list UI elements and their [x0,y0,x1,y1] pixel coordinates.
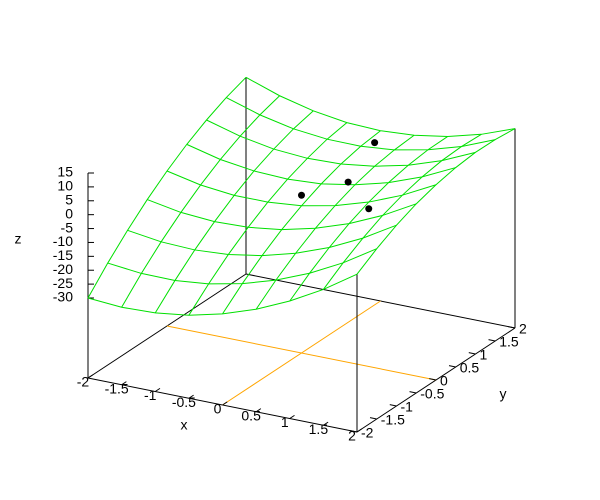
x-tick [255,408,262,413]
x-tick [289,414,295,419]
x-tick-label: 1 [281,414,289,430]
y-tick [508,326,516,329]
surface-line-y [356,128,516,275]
z-tick-label: -15 [53,247,73,263]
y-tick [448,365,456,368]
z-tick-label: 0 [65,205,73,221]
surface-line-y [322,133,482,290]
x-tick-label: -1 [144,387,157,403]
y-tick [350,430,358,433]
x-tick [87,374,94,379]
x-tick-label: 1.5 [309,421,329,437]
z-tick-label: 15 [57,164,73,180]
y-tick [409,391,417,394]
x-tick-label: -0.5 [172,394,196,410]
surface-line-x [245,76,516,137]
z-tick-label: -5 [61,219,74,235]
y-tick-label: 0 [440,373,448,389]
x-tick-label: -1.5 [105,380,129,396]
y-tick-label: 1 [480,347,488,363]
x-axis-label: x [181,417,188,433]
y-tick [429,378,437,381]
y-tick-label: -1.5 [381,412,405,428]
y-tick [488,339,496,342]
z-axis-label: z [15,231,22,247]
y-tick-label: -1 [401,399,414,415]
y-zero-axis [222,300,381,406]
y-tick-label: -2 [361,425,374,441]
x-tick-label: 0 [214,401,222,417]
surface-line-y [154,110,314,314]
surface-line-x [107,248,377,285]
surface-line-y [289,136,449,302]
surface-line-y [121,95,280,308]
x-tick [154,387,161,392]
y-tick [369,417,377,420]
surface-line-x [87,273,358,316]
y-tick-label: 0.5 [460,360,480,376]
data-point [371,139,379,147]
z-tick-label: -20 [53,261,73,277]
data-point [365,205,373,213]
x-tick [222,401,228,406]
x-tick [188,394,194,399]
surface-line-x [127,224,397,257]
x-tick-label: 0.5 [241,407,261,423]
x-tick [323,421,329,426]
z-tick-label: 5 [65,191,73,207]
z-tick-label: -25 [53,275,73,291]
y-tick-label: -0.5 [420,386,444,402]
x-tick-label: 2 [348,428,356,444]
y-tick [389,404,397,407]
surface-line-x [226,97,496,151]
z-tick-label: -30 [53,289,73,305]
y-axis-label: y [500,386,507,402]
surface-line-y [188,122,348,316]
y-tick-label: 1.5 [499,334,519,350]
y-tick [468,352,476,355]
surface-line-y [87,76,247,299]
z-tick-label: -10 [53,233,73,249]
data-point [298,191,305,199]
surface-line-y [222,130,381,315]
data-point [344,178,352,186]
x-tick [121,381,127,386]
y-tick-label: 2 [519,321,527,337]
z-tick-label: 10 [57,178,73,194]
x-tick-label: -2 [77,374,90,390]
surface-line-y [255,134,415,310]
x-tick [356,428,363,433]
